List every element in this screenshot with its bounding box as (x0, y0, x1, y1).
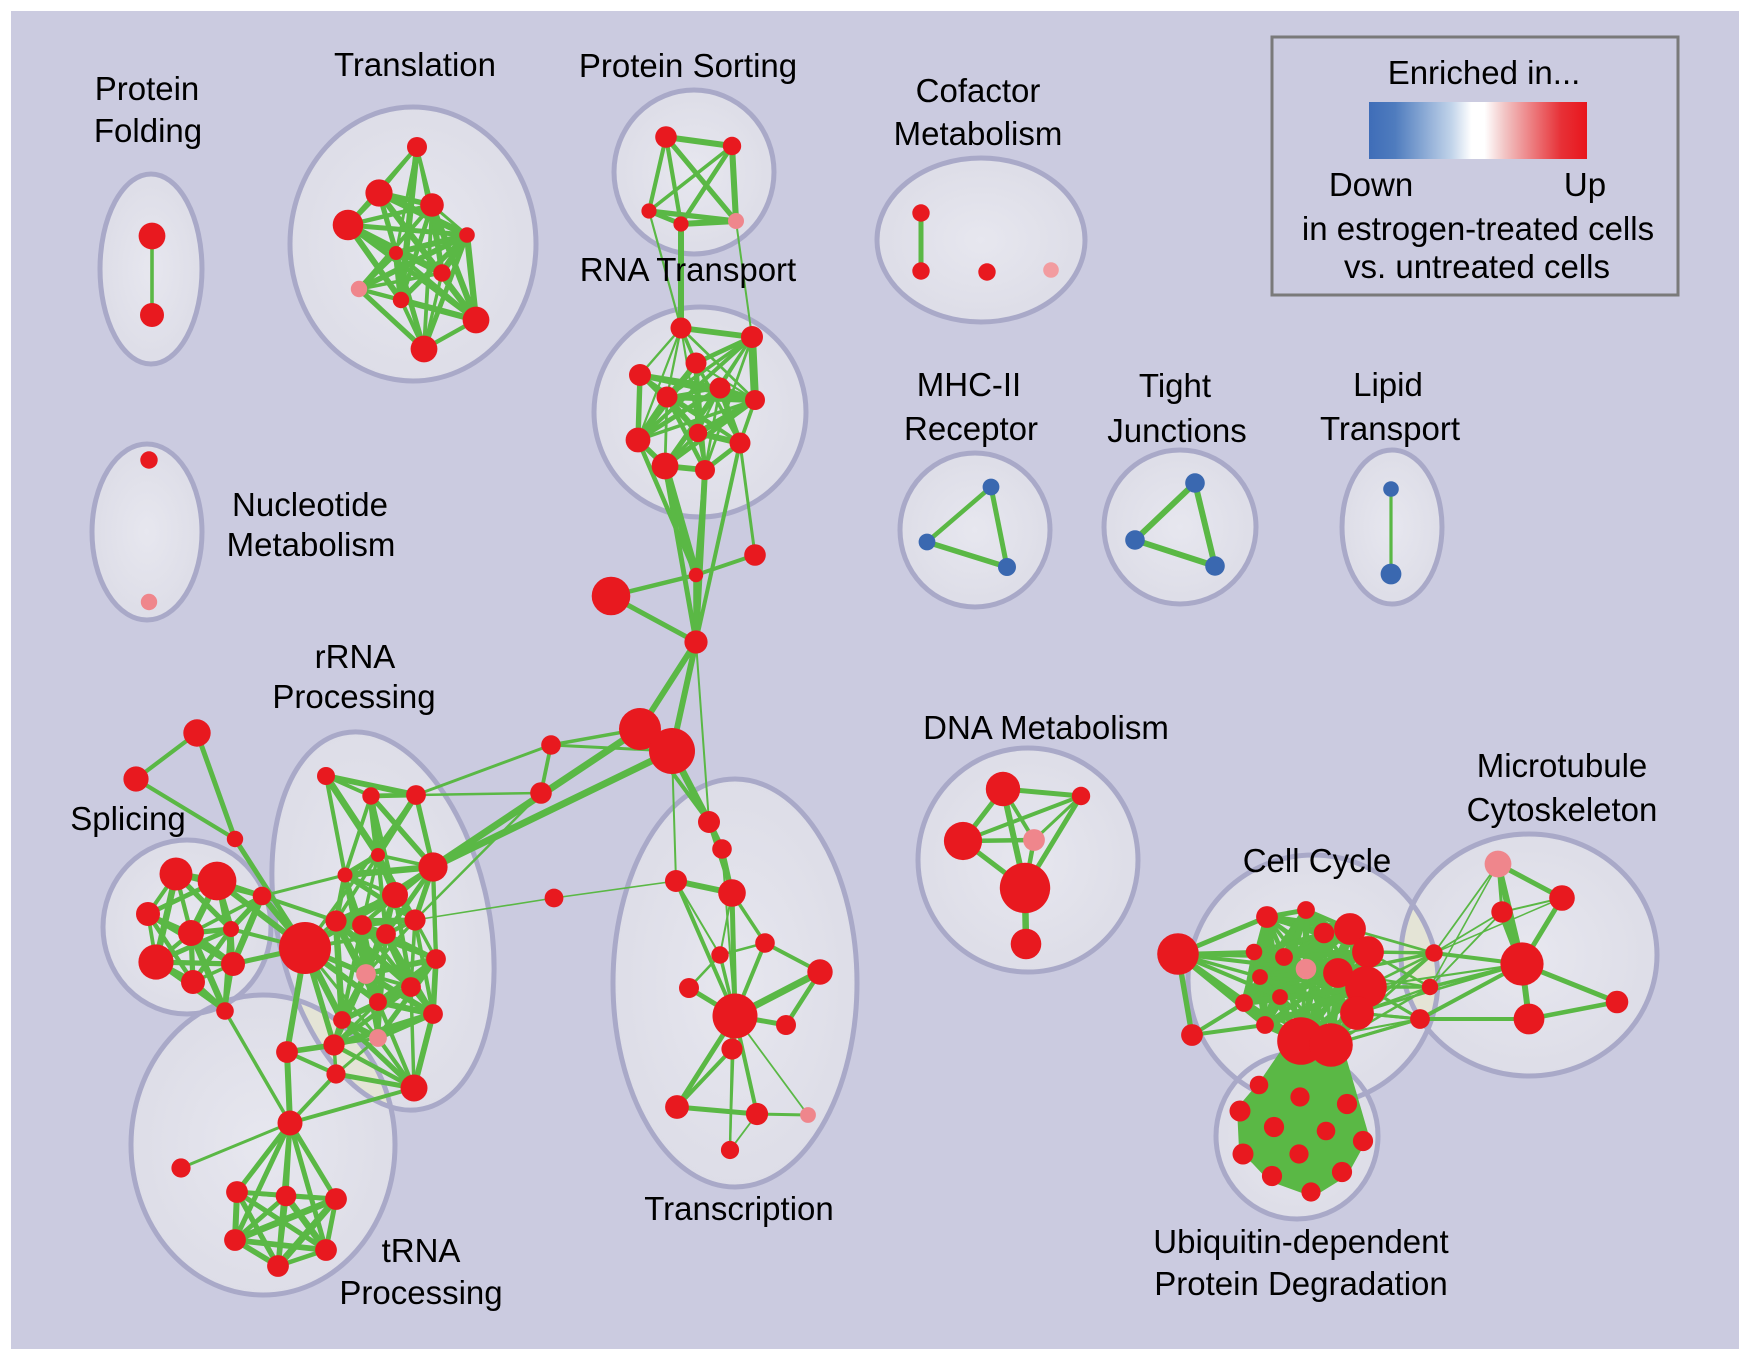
svg-text:Cofactor: Cofactor (916, 72, 1041, 109)
svg-text:Translation: Translation (334, 46, 496, 83)
svg-text:Cytoskeleton: Cytoskeleton (1467, 791, 1658, 828)
svg-text:Receptor: Receptor (904, 410, 1038, 447)
svg-text:Protein Sorting: Protein Sorting (579, 47, 797, 84)
svg-text:Microtubule: Microtubule (1477, 747, 1648, 784)
svg-text:Enriched in...: Enriched in... (1388, 54, 1581, 91)
svg-text:Protein Degradation: Protein Degradation (1154, 1265, 1448, 1302)
svg-text:RNA Transport: RNA Transport (580, 251, 796, 288)
svg-text:Junctions: Junctions (1107, 412, 1246, 449)
svg-text:MHC-II: MHC-II (917, 366, 1021, 403)
svg-text:vs. untreated cells: vs. untreated cells (1344, 248, 1610, 285)
svg-text:rRNA: rRNA (315, 638, 396, 675)
svg-text:in estrogen-treated cells: in estrogen-treated cells (1302, 210, 1654, 247)
svg-text:Protein: Protein (95, 70, 200, 107)
svg-text:DNA Metabolism: DNA Metabolism (923, 709, 1169, 746)
svg-text:Ubiquitin-dependent: Ubiquitin-dependent (1153, 1223, 1448, 1260)
svg-text:Lipid: Lipid (1353, 366, 1423, 403)
svg-text:Splicing: Splicing (70, 800, 186, 837)
svg-text:Up: Up (1564, 166, 1606, 203)
svg-text:Metabolism: Metabolism (894, 115, 1063, 152)
svg-text:Down: Down (1329, 166, 1413, 203)
svg-text:Folding: Folding (94, 112, 202, 149)
svg-text:tRNA: tRNA (382, 1232, 461, 1269)
svg-text:Metabolism: Metabolism (227, 526, 396, 563)
svg-text:Processing: Processing (339, 1274, 502, 1311)
svg-text:Transcription: Transcription (644, 1190, 834, 1227)
svg-text:Processing: Processing (272, 678, 435, 715)
svg-text:Tight: Tight (1139, 367, 1211, 404)
svg-text:Cell Cycle: Cell Cycle (1243, 842, 1392, 879)
svg-text:Transport: Transport (1320, 410, 1460, 447)
svg-text:Nucleotide: Nucleotide (232, 486, 388, 523)
